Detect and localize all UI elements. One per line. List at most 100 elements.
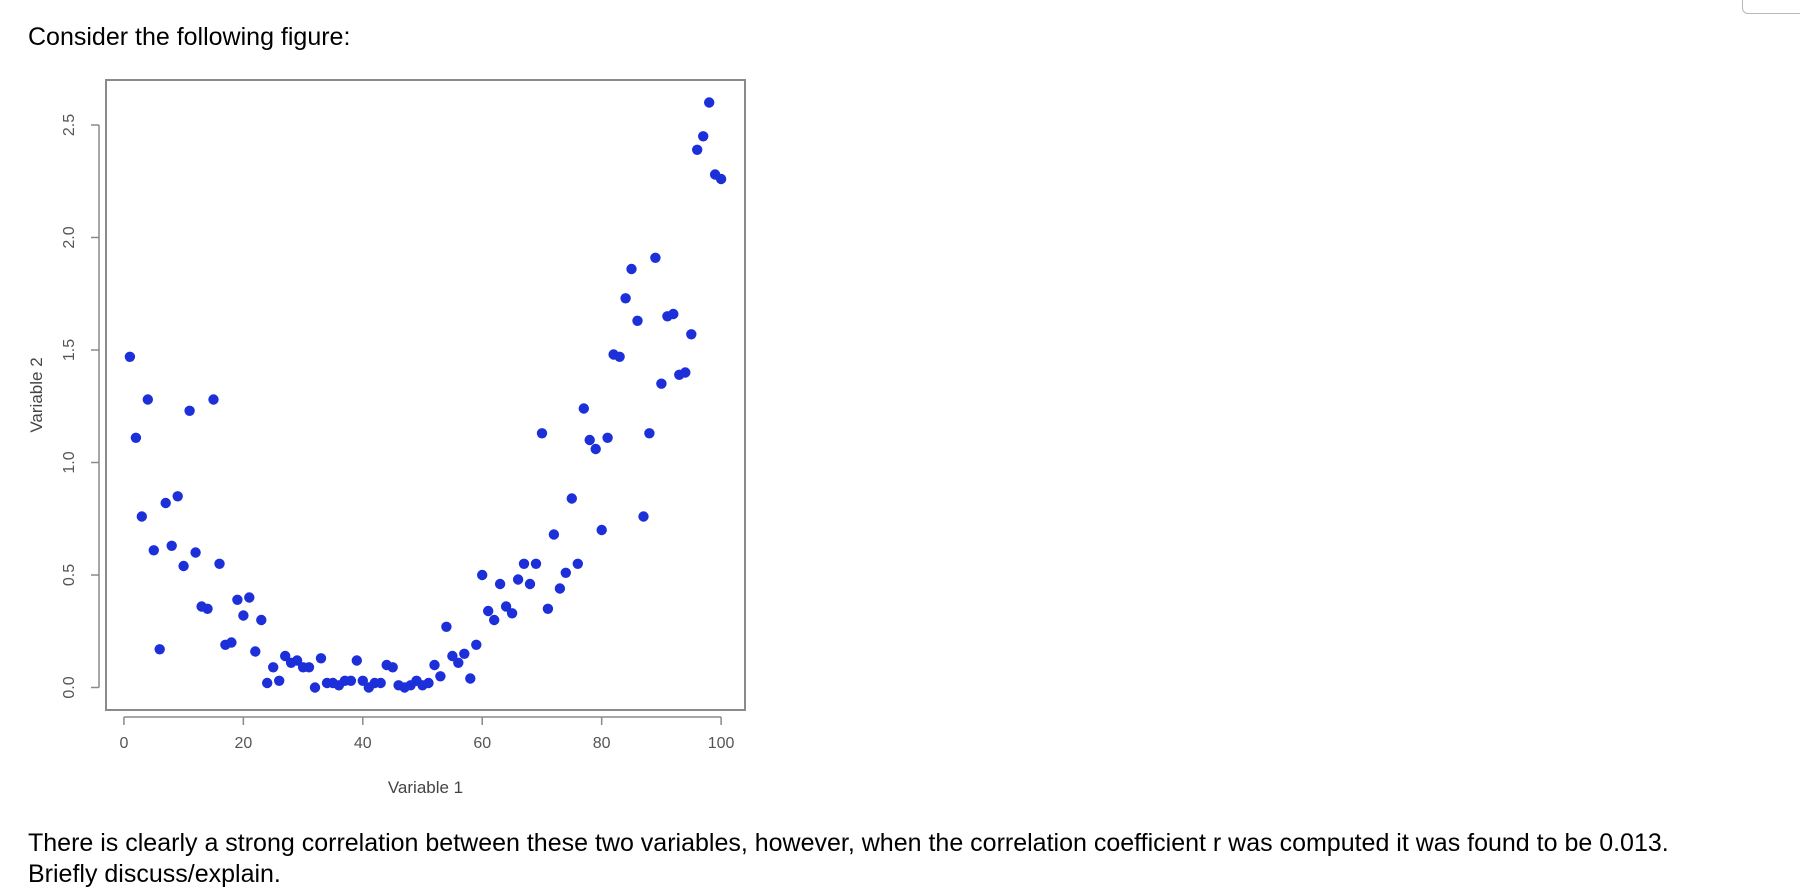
data-point bbox=[345, 675, 357, 686]
data-point bbox=[441, 621, 452, 632]
scatter-chart: 0 20 40 60 80 100 0.0 0.5 1.0 1.5 2.0 2.5 Variable… bbox=[28, 62, 768, 812]
data-point bbox=[715, 173, 727, 185]
data-point bbox=[686, 329, 697, 340]
question-line-2: Briefly discuss/explain. bbox=[28, 860, 281, 888]
x-axis: 0 20 40 60 80 100 bbox=[119, 716, 735, 752]
data-point bbox=[560, 567, 571, 578]
x-tick-label: 60 bbox=[473, 735, 491, 752]
data-point bbox=[130, 432, 142, 443]
data-point bbox=[190, 547, 201, 558]
x-tick-label: 0 bbox=[119, 735, 128, 752]
y-tick-label: 1.0 bbox=[61, 451, 78, 473]
data-point bbox=[692, 144, 703, 155]
data-point bbox=[477, 569, 488, 581]
data-point bbox=[698, 131, 709, 142]
data-point bbox=[256, 614, 267, 626]
question: There is clearly a strong correlation be… bbox=[28, 828, 1788, 890]
data-point bbox=[536, 428, 548, 439]
data-point bbox=[489, 614, 500, 626]
data-point bbox=[232, 594, 243, 605]
data-point bbox=[124, 351, 136, 362]
data-point bbox=[160, 497, 171, 509]
data-point bbox=[554, 583, 566, 594]
data-point bbox=[650, 252, 661, 263]
data-point bbox=[512, 574, 524, 585]
data-point bbox=[590, 443, 601, 455]
y-tick-label: 1.5 bbox=[61, 339, 78, 361]
data-point bbox=[142, 394, 153, 405]
data-point bbox=[453, 657, 464, 668]
x-tick-label: 80 bbox=[593, 735, 611, 752]
y-axis-label: Variable 2 bbox=[28, 357, 46, 432]
data-point bbox=[202, 603, 213, 614]
data-point bbox=[184, 405, 195, 416]
data-point bbox=[614, 351, 625, 362]
data-point bbox=[566, 493, 577, 504]
data-point bbox=[136, 511, 147, 522]
data-point bbox=[602, 432, 613, 443]
data-point bbox=[626, 263, 637, 275]
y-tick-label: 0.0 bbox=[61, 676, 78, 698]
data-point bbox=[244, 592, 255, 603]
data-point bbox=[262, 677, 273, 689]
data-point bbox=[280, 650, 291, 662]
data-point bbox=[387, 662, 398, 673]
data-point bbox=[166, 540, 177, 551]
data-points bbox=[124, 97, 727, 693]
data-point bbox=[494, 578, 506, 590]
data-point bbox=[596, 524, 607, 536]
data-point bbox=[620, 293, 631, 304]
data-point bbox=[459, 648, 470, 659]
data-point bbox=[238, 610, 249, 621]
data-point bbox=[680, 367, 691, 378]
data-point bbox=[148, 545, 159, 556]
data-point bbox=[656, 378, 667, 389]
y-tick-label: 2.0 bbox=[61, 226, 78, 248]
data-point bbox=[542, 603, 554, 614]
data-point bbox=[638, 511, 649, 522]
data-point bbox=[584, 434, 595, 446]
data-point bbox=[274, 675, 285, 686]
data-point bbox=[524, 578, 536, 590]
data-point bbox=[578, 403, 589, 414]
data-point bbox=[506, 608, 518, 619]
x-tick-label: 100 bbox=[708, 735, 735, 752]
data-point bbox=[309, 682, 321, 693]
data-point bbox=[572, 558, 583, 569]
question-line-1: There is clearly a strong correlation be… bbox=[28, 829, 1669, 857]
data-point bbox=[208, 394, 219, 405]
data-point bbox=[291, 655, 303, 666]
data-point bbox=[357, 675, 368, 686]
data-point bbox=[471, 639, 482, 650]
data-point bbox=[226, 637, 237, 648]
data-point bbox=[315, 653, 327, 664]
prompt-text: Consider the following figure: bbox=[28, 23, 351, 51]
data-point bbox=[483, 605, 494, 617]
data-point bbox=[375, 677, 386, 689]
data-point bbox=[172, 491, 183, 502]
y-tick-label: 0.5 bbox=[61, 564, 78, 586]
data-point bbox=[429, 659, 440, 671]
y-axis: 0.0 0.5 1.0 1.5 2.0 2.5 bbox=[61, 114, 100, 699]
data-point bbox=[465, 673, 476, 684]
data-point bbox=[447, 650, 458, 662]
data-point bbox=[154, 644, 165, 655]
x-tick-label: 40 bbox=[354, 735, 372, 752]
data-point bbox=[644, 428, 655, 439]
data-point bbox=[250, 646, 261, 657]
chart-svg: 0 20 40 60 80 100 0.0 0.5 1.0 1.5 2.0 2.5 Variable… bbox=[28, 79, 746, 797]
x-tick-label: 20 bbox=[234, 735, 252, 752]
y-tick-label: 2.5 bbox=[61, 114, 78, 136]
data-point bbox=[704, 97, 715, 108]
data-point bbox=[435, 671, 446, 682]
data-point bbox=[632, 315, 643, 326]
x-axis-label: Variable 1 bbox=[388, 778, 463, 797]
data-point bbox=[214, 558, 225, 569]
data-point bbox=[423, 677, 434, 689]
top-input-edge bbox=[1742, 0, 1800, 14]
data-point bbox=[500, 601, 512, 612]
data-point bbox=[548, 529, 560, 540]
data-point bbox=[303, 662, 315, 673]
plot-frame bbox=[105, 79, 746, 711]
data-point bbox=[351, 655, 362, 666]
